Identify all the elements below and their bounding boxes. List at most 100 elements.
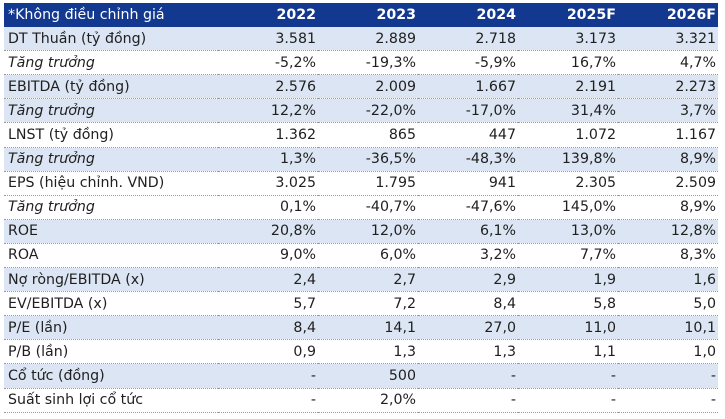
row-label: Tăng trưởng: [4, 195, 218, 220]
row-label: P/E (lần): [4, 315, 218, 341]
cell-value: -22,0%: [318, 98, 418, 124]
cell-value: 139,8%: [518, 147, 618, 172]
cell-value: 11,0: [518, 315, 618, 341]
cell-value: -48,3%: [418, 147, 518, 172]
cell-value: 1,9: [518, 267, 618, 293]
row-label: EBITDA (tỷ đồng): [4, 74, 218, 100]
table-row: ROE 20,8% 12,0% 6,1% 13,0% 12,8%: [4, 219, 718, 244]
cell-value: 1,1: [518, 339, 618, 365]
cell-value: 3.025: [218, 171, 318, 196]
cell-value: 2.889: [318, 26, 418, 52]
cell-value: 3.581: [218, 26, 318, 52]
cell-value: 12,2%: [218, 98, 318, 124]
cell-value: 13,0%: [518, 219, 618, 244]
cell-value: 1,6: [618, 267, 718, 293]
cell-value: 2,4: [218, 267, 318, 293]
cell-value: 2.191: [518, 74, 618, 100]
row-label: Tăng trưởng: [4, 147, 218, 172]
cell-value: 8,9%: [618, 195, 718, 220]
table-row: ROA 9,0% 6,0% 3,2% 7,7% 8,3%: [4, 243, 718, 269]
cell-value: 0,9: [218, 339, 318, 365]
cell-value: 12,0%: [318, 219, 418, 244]
cell-value: 31,4%: [518, 98, 618, 124]
cell-value: -: [618, 388, 718, 413]
table-row: DT Thuần (tỷ đồng) 3.581 2.889 2.718 3.173 3.…: [4, 26, 718, 52]
table-row: P/E (lần) 8,4 14,1 27,0 11,0 10,1: [4, 315, 718, 341]
cell-value: 2.305: [518, 171, 618, 196]
cell-value: -: [218, 363, 318, 389]
row-label: ROE: [4, 219, 218, 244]
table-row: EBITDA (tỷ đồng) 2.576 2.009 1.667 2.191 2.27…: [4, 74, 718, 100]
row-label: Tăng trưởng: [4, 50, 218, 76]
cell-value: 3.321: [618, 26, 718, 52]
cell-value: 3,7%: [618, 98, 718, 124]
cell-value: -: [518, 363, 618, 389]
cell-value: 1,3: [418, 339, 518, 365]
table-row: Suất sinh lợi cổ tức -2,0% - - -: [4, 388, 718, 413]
cell-value: 1.167: [618, 122, 718, 148]
table-row: LNST (tỷ đồng) 1.362 865 447 1.072 1.167: [4, 122, 718, 148]
row-label: LNST (tỷ đồng): [4, 122, 218, 148]
financial-summary-table: *Không điều chỉnh giá 2022 2023 2024 202…: [4, 3, 718, 413]
cell-value: 8,9%: [618, 147, 718, 172]
cell-value: -: [418, 363, 518, 389]
table-body: DT Thuần (tỷ đồng) 3.581 2.889 2.718 3.173 3.…: [4, 26, 718, 413]
table-row: Tăng trưởng 1,3% -36,5% -48,3% 139,8% 8,9%: [4, 147, 718, 172]
cell-value: -17,0%: [418, 98, 518, 124]
cell-value: 2.273: [618, 74, 718, 100]
cell-value: 4,7%: [618, 50, 718, 76]
cell-value: -5,9%: [418, 50, 518, 76]
cell-value: -: [618, 363, 718, 389]
row-label: P/B (lần): [4, 339, 218, 365]
cell-value: 2.576: [218, 74, 318, 100]
cell-value: 5,7: [218, 291, 318, 317]
table-row: Cổ tức (đồng) -500- - -: [4, 363, 718, 389]
row-label: EPS (hiệu chỉnh. VND): [4, 171, 218, 196]
cell-value: 7,2: [318, 291, 418, 317]
cell-value: 2,7: [318, 267, 418, 293]
row-label: Tăng trưởng: [4, 98, 218, 124]
cell-value: 5,8: [518, 291, 618, 317]
cell-value: 9,0%: [218, 243, 318, 269]
cell-value: 1,3%: [218, 147, 318, 172]
row-label: DT Thuần (tỷ đồng): [4, 26, 218, 52]
header-label: *Không điều chỉnh giá: [4, 3, 218, 28]
cell-value: 14,1: [318, 315, 418, 341]
cell-value: 447: [418, 122, 518, 148]
header-year: 2026F: [618, 3, 718, 28]
cell-value: 865: [318, 122, 418, 148]
header-year: 2023: [318, 3, 418, 28]
cell-value: 20,8%: [218, 219, 318, 244]
cell-value: 3.173: [518, 26, 618, 52]
table-row: EPS (hiệu chỉnh. VND) 3.025 1.795 941 2.305 2…: [4, 171, 718, 196]
cell-value: -19,3%: [318, 50, 418, 76]
cell-value: 941: [418, 171, 518, 196]
row-label: Nợ ròng/EBITDA (x): [4, 267, 218, 293]
cell-value: 6,0%: [318, 243, 418, 269]
cell-value: 3,2%: [418, 243, 518, 269]
row-label: Suất sinh lợi cổ tức: [4, 388, 218, 413]
table-row: Tăng trưởng -5,2% -19,3% -5,9% 16,7% 4,7%: [4, 50, 718, 76]
row-label: ROA: [4, 243, 218, 269]
cell-value: 2.509: [618, 171, 718, 196]
table-header-row: *Không điều chỉnh giá 2022 2023 2024 202…: [4, 3, 718, 28]
table-row: P/B (lần) 0,9 1,3 1,3 1,1 1,0: [4, 339, 718, 365]
cell-value: 2,0%: [318, 388, 418, 413]
cell-value: 1.072: [518, 122, 618, 148]
row-label: Cổ tức (đồng): [4, 363, 218, 389]
cell-value: 1.362: [218, 122, 318, 148]
header-year: 2022: [218, 3, 318, 28]
cell-value: -47,6%: [418, 195, 518, 220]
cell-value: 12,8%: [618, 219, 718, 244]
table-row: Tăng trưởng 12,2% -22,0% -17,0% 31,4% 3,7%: [4, 98, 718, 124]
cell-value: -: [418, 388, 518, 413]
cell-value: 8,4: [418, 291, 518, 317]
cell-value: 5,0: [618, 291, 718, 317]
cell-value: 1,3: [318, 339, 418, 365]
cell-value: -40,7%: [318, 195, 418, 220]
cell-value: -: [518, 388, 618, 413]
cell-value: 6,1%: [418, 219, 518, 244]
cell-value: 145,0%: [518, 195, 618, 220]
cell-value: -5,2%: [218, 50, 318, 76]
